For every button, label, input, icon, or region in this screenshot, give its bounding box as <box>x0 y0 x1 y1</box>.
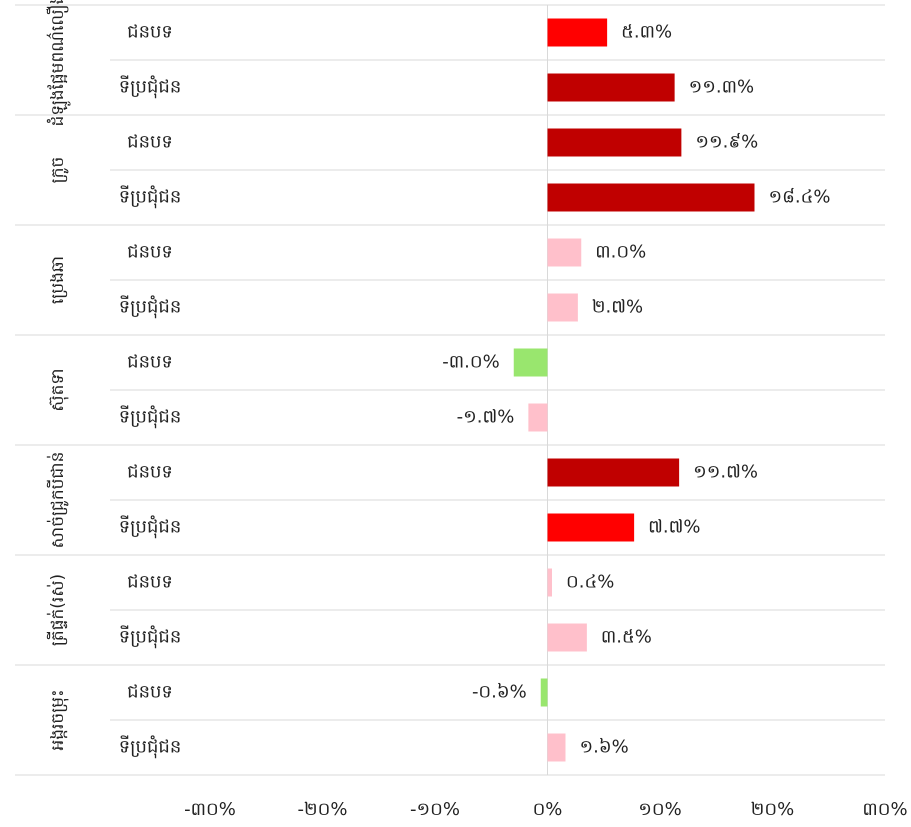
value-label: -១.៧% <box>457 407 515 428</box>
y-tick-label: ជនបទ <box>127 242 173 263</box>
bar <box>547 293 578 322</box>
value-label: ១៨.៤% <box>769 187 831 208</box>
group-label: ដំឡូងផ្អែមពណ៌លឿង <box>46 0 71 126</box>
value-label: ១១.៩% <box>695 132 758 153</box>
y-tick-label: ទីប្រជុំជន <box>119 735 182 759</box>
group-label: សាច់ជ្រូកបីជាន់ <box>46 452 69 549</box>
value-label: ៧.៧% <box>648 517 700 538</box>
x-tick-label: ២០% <box>751 799 794 820</box>
value-label: ២.៧% <box>592 297 643 318</box>
y-tick-label: ជនបទ <box>127 132 173 153</box>
bar <box>547 733 566 762</box>
x-tick-label: -១០% <box>410 799 460 820</box>
y-tick-label: ជនបទ <box>127 572 173 593</box>
group-label: អង្ករចម្រុះ <box>48 689 69 750</box>
x-tick-label: -២០% <box>298 799 348 820</box>
bar <box>528 403 548 432</box>
bar <box>547 513 635 542</box>
group-label: ក្រូច <box>48 157 69 184</box>
bar <box>547 568 552 597</box>
value-label: ០.៤% <box>566 572 614 593</box>
y-tick-label: ទីប្រជុំជន <box>119 75 182 99</box>
bar <box>540 678 548 707</box>
bar <box>547 623 587 652</box>
y-tick-label: ជនបទ <box>127 462 173 483</box>
bar <box>547 183 755 212</box>
y-tick-label: ទីប្រជុំជន <box>119 515 182 539</box>
y-tick-label: ជនបទ <box>127 22 173 43</box>
value-label: ៥.៣% <box>621 22 672 43</box>
value-label: -៣.០% <box>442 352 499 373</box>
y-tick-label: ទីប្រជុំជន <box>119 405 182 429</box>
x-tick-label: ១០% <box>638 799 681 820</box>
y-tick-label: ជនបទ <box>127 682 173 703</box>
y-tick-label: ទីប្រជុំជន <box>119 295 182 319</box>
bar <box>547 18 608 47</box>
group-label: ត្រីផ្ទក់(រស់) <box>46 574 68 646</box>
x-tick-label: ៣០% <box>862 799 907 820</box>
bar <box>547 238 582 267</box>
bar <box>547 128 682 157</box>
value-label: ៣.៥% <box>601 627 652 648</box>
value-label: -០.៦% <box>472 682 527 703</box>
value-label: ១.៦% <box>580 737 629 758</box>
value-label: ១១.៣% <box>689 77 754 98</box>
x-tick-label: ០% <box>533 799 563 820</box>
value-label: ១១.៧% <box>693 462 758 483</box>
bar <box>513 348 548 377</box>
x-tick-label: -៣០% <box>184 799 236 820</box>
group-label: ប្រេងឆា <box>48 256 68 304</box>
bar <box>547 458 680 487</box>
group-label: ស៊ុតទា <box>48 368 69 411</box>
bar <box>547 73 675 102</box>
y-tick-label: ទីប្រជុំជន <box>119 185 182 209</box>
y-tick-label: ទីប្រជុំជន <box>119 625 182 649</box>
value-label: ៣.០% <box>595 242 646 263</box>
y-tick-label: ជនបទ <box>127 352 173 373</box>
